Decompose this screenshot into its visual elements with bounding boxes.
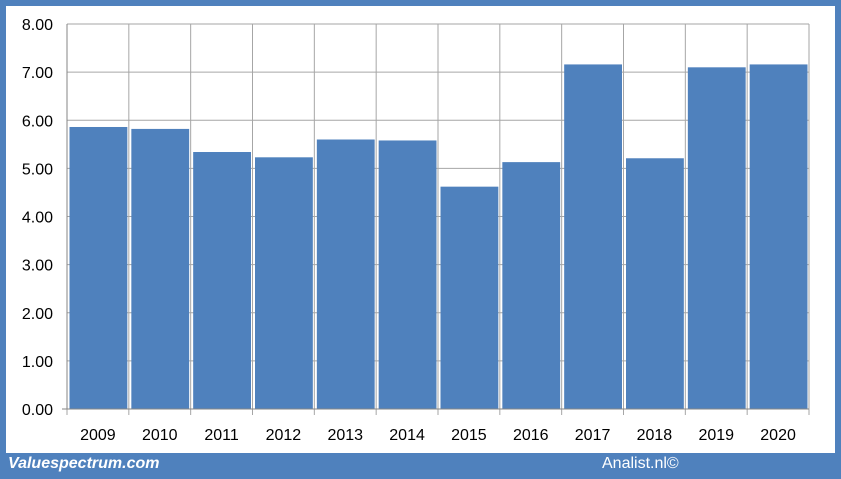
bar bbox=[131, 128, 190, 409]
chart-panel: 0.00 1.00 2.00 3.00 4.00 5.00 6.00 7.00 8.00 2009… bbox=[6, 6, 835, 453]
bar bbox=[378, 140, 437, 409]
x-tick-label: 2016 bbox=[513, 427, 549, 444]
x-tick-label: 2015 bbox=[451, 427, 487, 444]
y-tick-label: 3.00 bbox=[22, 258, 53, 275]
y-tick-label: 0.00 bbox=[22, 402, 53, 419]
bar bbox=[626, 158, 684, 409]
bar bbox=[316, 139, 375, 409]
bar bbox=[255, 157, 313, 409]
x-tick-label: 2011 bbox=[204, 427, 239, 444]
x-tick-label: 2018 bbox=[637, 427, 673, 444]
bar bbox=[193, 152, 251, 409]
x-tick-label: 2010 bbox=[142, 427, 178, 444]
x-tick-label: 2014 bbox=[389, 427, 425, 444]
x-tick-label: 2009 bbox=[80, 427, 116, 444]
x-tick-label: 2013 bbox=[327, 427, 363, 444]
y-tick-label: 5.00 bbox=[22, 161, 53, 178]
bar bbox=[749, 64, 808, 410]
bar bbox=[687, 67, 746, 409]
bar bbox=[502, 162, 561, 409]
y-tick-label: 4.00 bbox=[22, 210, 53, 227]
x-tick-label: 2017 bbox=[575, 427, 611, 444]
source-label: Valuespectrum.com bbox=[8, 455, 160, 472]
x-tick-label: 2020 bbox=[760, 427, 796, 444]
copyright-label: Analist.nl© bbox=[602, 455, 679, 472]
y-tick-label: 1.00 bbox=[22, 354, 53, 371]
bar bbox=[564, 64, 622, 410]
bar bbox=[440, 186, 499, 409]
x-tick-label: 2012 bbox=[266, 427, 302, 444]
y-tick-label: 2.00 bbox=[22, 306, 53, 323]
bar-chart: 0.00 1.00 2.00 3.00 4.00 5.00 6.00 7.00 8.00 2009… bbox=[22, 17, 810, 444]
bar bbox=[69, 126, 128, 410]
y-tick-label: 6.00 bbox=[22, 113, 53, 130]
y-tick-label: 7.00 bbox=[22, 65, 53, 82]
x-tick-label: 2019 bbox=[698, 427, 734, 444]
y-tick-label: 8.00 bbox=[22, 17, 53, 34]
